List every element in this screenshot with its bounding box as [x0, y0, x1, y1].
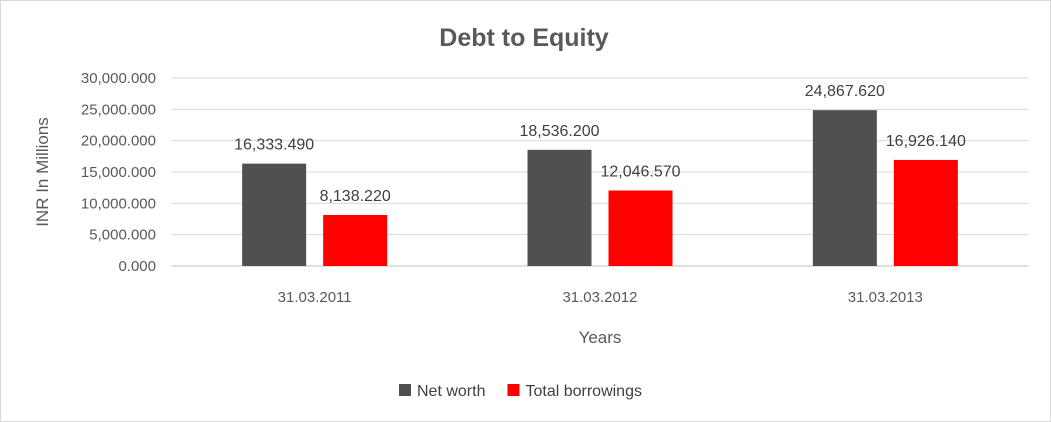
y-tick-label: 30,000.000 — [81, 70, 156, 87]
x-tick-label: 31.03.2011 — [278, 289, 352, 306]
data-labels: 16,333.490 8,138.220 18,536.200 12,046.570 2… — [234, 83, 966, 205]
legend-label: Total borrowings — [525, 383, 642, 400]
y-axis-ticks: 0.000 5,000.000 10,000.000 15,000.000 20,000… — [81, 70, 156, 275]
net-worth-bar — [242, 163, 307, 266]
total-borrowings-bar — [608, 190, 673, 266]
total-borrowings-bar — [893, 159, 958, 266]
net-worth-bar — [812, 110, 877, 266]
y-axis-title: INR In Millions — [33, 117, 52, 227]
x-tick-label: 31.03.2013 — [848, 289, 923, 306]
y-tick-label: 15,000.000 — [81, 164, 156, 181]
data-label: 16,333.490 — [234, 137, 314, 154]
bars — [242, 110, 958, 266]
legend-label: Net worth — [417, 383, 485, 400]
x-tick-label: 31.03.2012 — [562, 289, 637, 306]
y-tick-label: 20,000.000 — [81, 133, 156, 150]
total-borrowings-bar — [323, 215, 388, 266]
y-tick-label: 5,000.000 — [89, 227, 156, 244]
data-label: 16,926.140 — [886, 133, 966, 150]
data-label: 18,536.200 — [519, 123, 599, 140]
net-worth-bar — [527, 149, 592, 266]
data-label: 24,867.620 — [805, 83, 885, 100]
y-tick-label: 10,000.000 — [81, 195, 156, 212]
chart-title: Debt to Equity — [439, 24, 609, 52]
gridlines — [172, 77, 1028, 267]
data-label: 8,138.220 — [320, 188, 391, 205]
legend-swatch-total-borrowings — [507, 384, 520, 396]
data-label: 12,046.570 — [600, 164, 680, 181]
x-axis-title: Years — [579, 328, 622, 347]
legend: Net worth Total borrowings — [399, 383, 642, 400]
x-axis-ticks: 31.03.2011 31.03.2012 31.03.2013 — [278, 289, 923, 306]
y-tick-label: 25,000.000 — [81, 101, 156, 118]
legend-swatch-net-worth — [399, 384, 411, 396]
y-tick-label: 0.000 — [118, 258, 156, 275]
